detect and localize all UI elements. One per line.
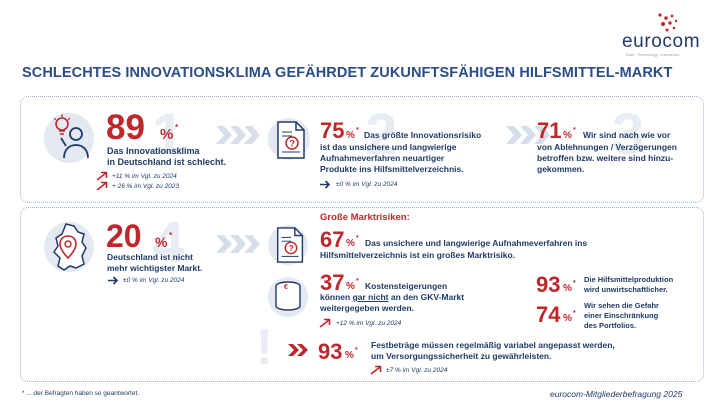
arrow-up-right-icon <box>96 181 108 191</box>
stat-89-value: 89 <box>106 108 145 147</box>
stat-75-text-2: ist das unsichere und langwierige <box>320 142 457 152</box>
stat-93b-value: 93 <box>318 339 343 364</box>
stat-37-text-2a: können <box>320 292 353 302</box>
arrow-right-icon <box>108 276 119 285</box>
stat-20-mark: * <box>169 231 173 240</box>
page-title: SCHLECHTES INNOVATIONSKLIMA GEFÄHRDET ZU… <box>22 65 673 81</box>
stat-67-text-2: Hilfsmittelverzeichnis ist ein großes Ma… <box>320 250 516 260</box>
logo-dots-icon <box>658 13 678 32</box>
stat-74-value: 74 <box>536 302 561 327</box>
stat-67-value: 67 <box>320 227 345 252</box>
stat-89-text-1: Das Innovationsklima <box>107 146 200 156</box>
stat-93b-text-1: Festbeträge müssen regelmäßig variabel a… <box>371 340 615 350</box>
stat-75-text-4: Produkte ins Hilfsmittelverzeichnis. <box>320 164 464 174</box>
stat-89-note-1: +11 % im Vgl. zu 2024 <box>112 173 177 180</box>
stat-37-unit: % <box>346 281 355 292</box>
document-question-icon: ? <box>276 227 304 263</box>
stat-93a-text-2: wird unwirtschaftlicher. <box>584 285 668 294</box>
stat-20-value: 20 <box>106 218 142 254</box>
stat-37-text-2c: an den GKV-Markt <box>388 292 465 302</box>
stat-71-text-2: von Ablehnungen / Verzögerungen <box>537 142 677 152</box>
stat-89-mark: * <box>175 123 179 132</box>
stat-93a-mark: * <box>573 280 576 287</box>
stat-74-unit: % <box>563 313 572 324</box>
arrow-up-right-icon <box>370 365 382 375</box>
stat-71-text-1: Wir sind nach wie vor <box>583 130 671 140</box>
stat-93b-note: ±7 % im Vgl. zu 2024 <box>386 367 448 374</box>
stat-37-text-3: weitergegeben werden. <box>320 303 414 313</box>
stat-20-note: ±0 % im Vgl. zu 2024 <box>123 277 185 284</box>
stat-75-text-1: Das größte Innovationsrisiko <box>364 130 482 140</box>
stat-93a-value: 93 <box>536 272 561 297</box>
double-arrow-icon <box>288 344 308 356</box>
ghost-number: 3 <box>612 102 645 167</box>
coins-euro-icon: € <box>275 281 301 311</box>
stat-37-mark: * <box>356 278 359 285</box>
stat-71-value: 71 <box>537 118 562 143</box>
chevron-right-icon <box>216 235 260 253</box>
stat-67-text-1: Das unsichere und langwierige Aufnahmeve… <box>365 238 588 248</box>
footer-footnote: * ... der Befragten haben so geantwortet… <box>22 390 140 397</box>
stat-75-unit: % <box>346 130 355 141</box>
document-question-icon: ? <box>277 121 305 159</box>
stat-93b-text-2: um Versorgungssicherheit zu gewährleiste… <box>371 351 552 361</box>
lightbulb-person-icon <box>53 114 89 159</box>
stat-75-text-3: Aufnahmeverfahren neuartiger <box>320 153 445 163</box>
stat-75-note: ±0 % im Vgl. zu 2024 <box>336 181 398 188</box>
stat-89-unit: % <box>160 126 174 143</box>
stat-74-mark: * <box>573 310 576 317</box>
stat-37-emphasis: gar nicht <box>352 292 389 302</box>
ghost-number: 1 <box>152 102 185 167</box>
stat-67-mark: * <box>356 235 359 242</box>
arrow-right-icon <box>320 180 331 189</box>
stat-75-value: 75 <box>320 118 345 143</box>
stat-37-value: 37 <box>320 270 345 295</box>
icon-circle <box>44 113 94 163</box>
germany-map-pin-icon <box>53 223 87 271</box>
stat-67-unit: % <box>346 238 355 249</box>
svg-text:?: ? <box>289 243 294 253</box>
stat-93a-unit: % <box>563 283 572 294</box>
stat-93b-unit: % <box>345 350 354 361</box>
arrow-up-right-icon <box>319 318 331 328</box>
stat-20-unit: % <box>155 234 168 250</box>
ghost-number: 2 <box>365 102 398 167</box>
stat-93a-text-1: Die Hilfsmittelproduktion <box>584 275 674 284</box>
top-panel <box>20 96 704 203</box>
stat-71-mark: * <box>573 127 576 134</box>
risks-heading: Große Marktrisiken: <box>320 212 410 223</box>
stat-20-text-2: mehr wichtigster Markt. <box>107 263 203 273</box>
stat-89-text-2: in Deutschland ist schlecht. <box>107 157 227 167</box>
stat-89-note-2: + 26 % im Vgl. zu 2023 <box>112 183 180 190</box>
ghost-exclamation: ! <box>256 319 273 375</box>
stat-37-text-2: können gar nicht an den GKV-Markt <box>320 292 464 303</box>
svg-text:?: ? <box>290 139 296 149</box>
arrow-up-right-icon <box>96 171 108 181</box>
ghost-number: 4 <box>152 210 185 275</box>
logo-tagline: Care. Technology. Innovation. <box>626 53 681 57</box>
svg-text:€: € <box>284 284 288 291</box>
stat-74-text-2: einer Einschränkung <box>584 311 659 320</box>
chevron-right-icon <box>506 126 550 144</box>
stat-71-text-3: betroffen bzw. weitere sind hinzu- <box>537 153 674 163</box>
footer-source: eurocom-Mitgliederbefragung 2025 <box>550 389 683 399</box>
chevron-right-icon <box>216 126 260 144</box>
bottom-panel <box>20 207 704 382</box>
stat-37-text-1: Kostensteigerungen <box>365 281 448 291</box>
stat-20-text-1: Deutschland ist nicht <box>107 252 193 262</box>
stat-37-note: +12 % im Vgl. zu 2024 <box>336 320 402 327</box>
stat-74-text-3: des Portfolios. <box>584 321 637 330</box>
stat-75-mark: * <box>356 127 359 134</box>
stat-74-text-1: Wir sehen die Gefahr <box>584 301 659 310</box>
logo: eurocom Care. Technology. Innovation. <box>618 12 708 57</box>
stat-71-unit: % <box>563 130 572 141</box>
logo-name: eurocom <box>622 31 701 52</box>
stat-71-text-4: gekommen. <box>537 164 585 174</box>
stat-93b-mark: * <box>355 347 358 354</box>
